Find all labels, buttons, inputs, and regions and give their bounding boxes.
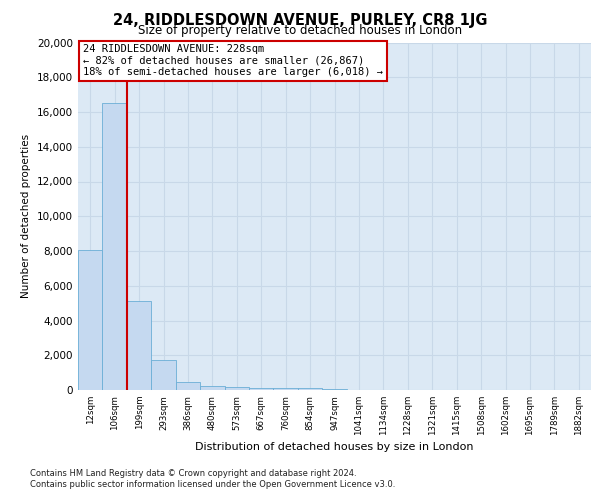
Bar — [224, 388, 249, 390]
Bar — [298, 388, 322, 390]
Text: Contains HM Land Registry data © Crown copyright and database right 2024.: Contains HM Land Registry data © Crown c… — [30, 469, 356, 478]
Bar — [200, 386, 224, 390]
Text: Contains public sector information licensed under the Open Government Licence v3: Contains public sector information licen… — [30, 480, 395, 489]
Bar — [249, 388, 274, 390]
Text: 24, RIDDLESDOWN AVENUE, PURLEY, CR8 1JG: 24, RIDDLESDOWN AVENUE, PURLEY, CR8 1JG — [113, 12, 487, 28]
Y-axis label: Number of detached properties: Number of detached properties — [22, 134, 31, 298]
Text: 24 RIDDLESDOWN AVENUE: 228sqm
← 82% of detached houses are smaller (26,867)
18% : 24 RIDDLESDOWN AVENUE: 228sqm ← 82% of d… — [83, 44, 383, 78]
Bar — [151, 360, 176, 390]
Text: Size of property relative to detached houses in London: Size of property relative to detached ho… — [138, 24, 462, 37]
Bar — [103, 104, 127, 390]
X-axis label: Distribution of detached houses by size in London: Distribution of detached houses by size … — [195, 442, 474, 452]
Bar — [274, 388, 298, 390]
Bar — [127, 302, 151, 390]
Bar — [78, 250, 103, 390]
Bar — [176, 382, 200, 390]
